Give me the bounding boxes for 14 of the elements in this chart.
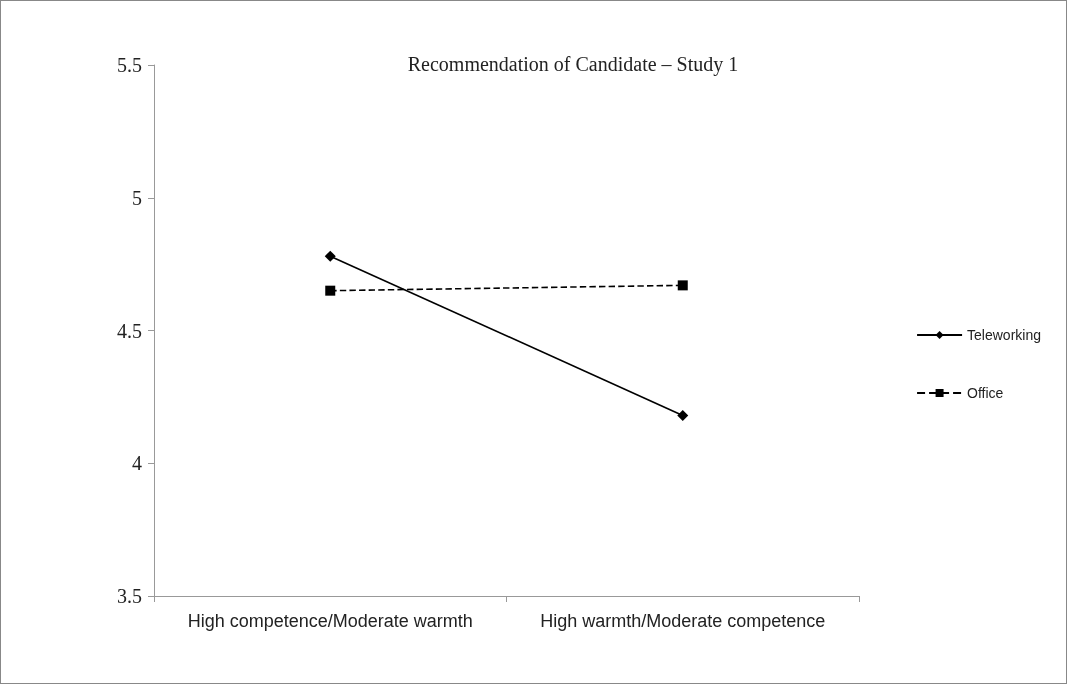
point (325, 285, 336, 296)
chart-title: Recommendation of Candidate – Study 1 (407, 53, 739, 76)
point (324, 250, 336, 262)
point (677, 280, 688, 291)
y-tick-label: 5.5 (117, 54, 142, 76)
legend-label: Office (967, 385, 1004, 401)
y-tick-label: 5 (132, 186, 142, 209)
y-tick-label: 4 (132, 452, 142, 475)
y-tick-label: 4.5 (117, 319, 142, 342)
y-tick-label: 3.5 (117, 585, 142, 607)
x-tick-label: High competence/Moderate warmth (187, 611, 473, 631)
legend-label: Teleworking (967, 327, 1042, 343)
point (677, 409, 689, 421)
x-tick-label: High warmth/Moderate competence (540, 611, 826, 631)
